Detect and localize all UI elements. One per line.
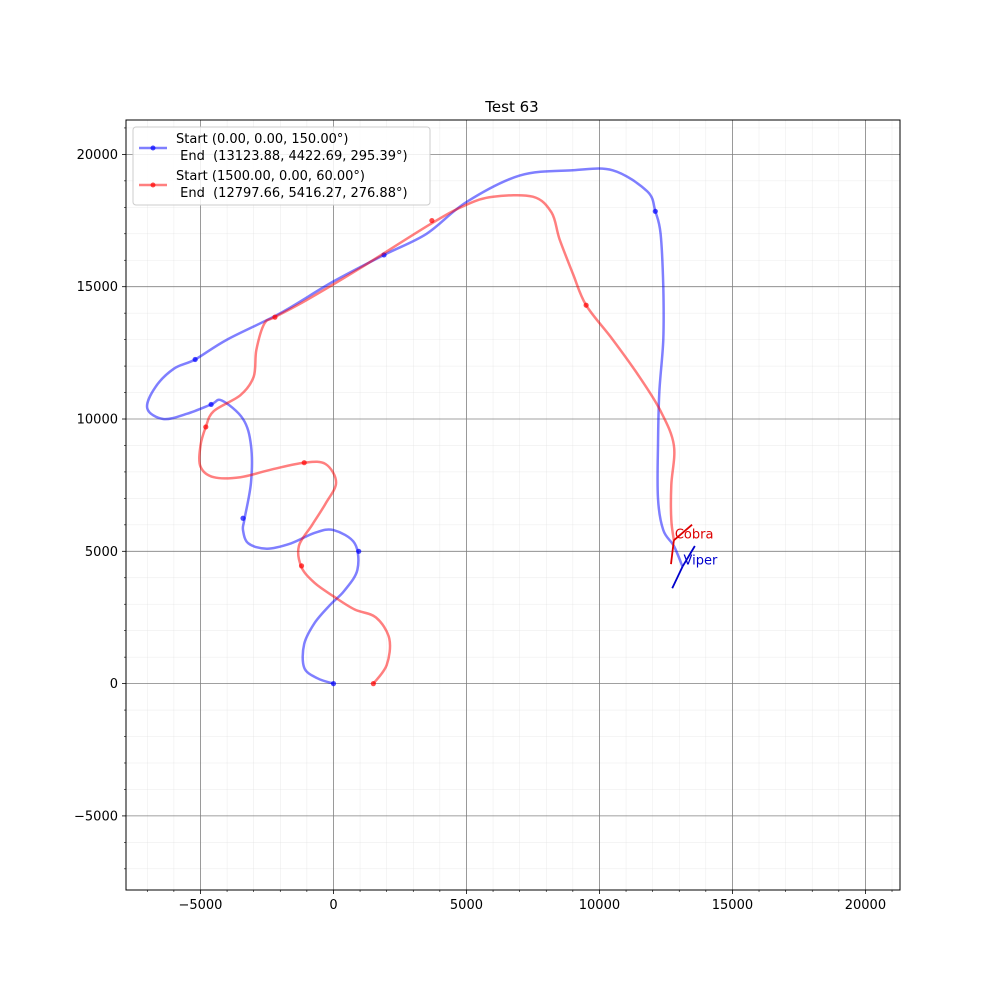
- legend-marker-viper: [150, 145, 156, 151]
- heading-wing-left-viper: [671, 566, 684, 589]
- x-tick-label: 15000: [712, 898, 753, 913]
- legend-label-cobra-start: Start (1500.00, 0.00, 60.00°): [176, 169, 365, 184]
- legend-marker-cobra: [150, 182, 156, 188]
- minor-grid: [126, 120, 900, 890]
- trajectory-marker-cobra: [429, 217, 435, 224]
- x-tick-label: −5000: [178, 898, 222, 913]
- series-layer: [145, 167, 684, 687]
- y-tick-label: 5000: [85, 545, 118, 560]
- x-tick-label: 5000: [450, 898, 483, 913]
- heading-wing-right-cobra: [673, 523, 693, 541]
- trajectory-marker-viper: [208, 401, 214, 408]
- legend-label-viper-end: End (13123.88, 4422.69, 295.39°): [176, 149, 408, 164]
- trajectory-marker-cobra: [298, 563, 305, 569]
- y-tick-label: 10000: [77, 413, 118, 428]
- axis-ticks: −5000 0 5000 10000 15000 20000 −5000 0 5000 10000…: [74, 127, 893, 913]
- annotation-layer: Viper Cobra: [670, 523, 718, 589]
- x-tick-label: 10000: [579, 898, 620, 913]
- legend-box: [132, 126, 431, 206]
- legend-label-cobra-end: End (12797.66, 5416.27, 276.88°): [176, 186, 408, 201]
- trajectory-marker-viper: [330, 681, 337, 687]
- trajectory-marker-cobra: [370, 681, 376, 687]
- y-tick-label: 20000: [77, 148, 118, 163]
- legend-label-viper-start: Start (0.00, 0.00, 150.00°): [176, 132, 348, 147]
- annotation-label-viper: Viper: [684, 554, 718, 569]
- trajectory-marker-cobra: [272, 314, 278, 320]
- chart-title: Test 63: [484, 98, 538, 116]
- x-tick-label: 0: [329, 898, 337, 913]
- trajectory-marker-cobra: [583, 302, 589, 308]
- plot-frame: [125, 119, 901, 891]
- trajectory-marker-cobra: [203, 424, 209, 430]
- trajectory-marker-viper: [356, 548, 362, 554]
- trajectory-marker-viper: [652, 208, 658, 214]
- y-tick-label: 0: [110, 677, 118, 692]
- y-tick-label: 15000: [77, 280, 118, 295]
- annotation-label-cobra: Cobra: [675, 527, 714, 542]
- heading-wing-right-viper: [681, 545, 696, 568]
- x-tick-label: 20000: [845, 898, 886, 913]
- trajectory-marker-viper: [192, 356, 198, 363]
- y-tick-label: −5000: [74, 809, 118, 824]
- legend: Start (0.00, 0.00, 150.00°) End (13123.8…: [132, 126, 431, 206]
- trajectory-marker-cobra: [301, 460, 307, 466]
- trajectory-marker-viper: [240, 515, 246, 521]
- heading-wing-left-cobra: [670, 540, 675, 565]
